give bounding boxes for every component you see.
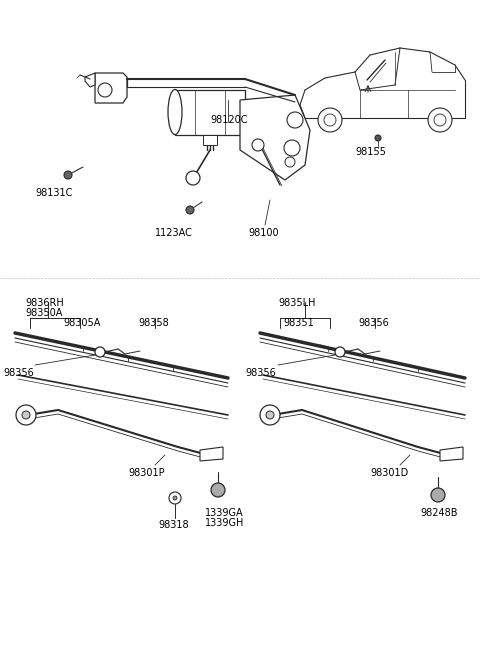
Text: 9836RH: 9836RH <box>25 298 64 308</box>
Text: 98356: 98356 <box>3 368 34 378</box>
Circle shape <box>173 496 177 500</box>
Text: 1123AC: 1123AC <box>155 228 193 238</box>
Polygon shape <box>240 95 310 180</box>
Circle shape <box>252 139 264 151</box>
Circle shape <box>285 157 295 167</box>
Text: 9835LH: 9835LH <box>278 298 315 308</box>
Text: 98305A: 98305A <box>63 318 100 328</box>
Polygon shape <box>95 73 127 103</box>
Circle shape <box>375 135 381 141</box>
Text: 98120C: 98120C <box>210 115 248 125</box>
Circle shape <box>434 114 446 126</box>
Circle shape <box>22 411 30 419</box>
Text: 98131C: 98131C <box>35 188 72 198</box>
Circle shape <box>284 140 300 156</box>
Text: 1339GH: 1339GH <box>205 518 244 528</box>
Text: 98356: 98356 <box>358 318 389 328</box>
Circle shape <box>95 347 105 357</box>
Text: 1339GA: 1339GA <box>205 508 244 518</box>
Circle shape <box>64 171 72 179</box>
Text: 98318: 98318 <box>158 520 189 530</box>
Polygon shape <box>200 447 223 461</box>
Polygon shape <box>175 90 245 135</box>
Circle shape <box>318 108 342 132</box>
Circle shape <box>431 488 445 502</box>
Circle shape <box>260 405 280 425</box>
Text: 98301P: 98301P <box>128 468 165 478</box>
Circle shape <box>324 114 336 126</box>
Circle shape <box>211 483 225 497</box>
Circle shape <box>98 83 112 97</box>
Polygon shape <box>85 73 95 87</box>
Text: 98350A: 98350A <box>25 308 62 318</box>
Circle shape <box>266 411 274 419</box>
Circle shape <box>186 171 200 185</box>
Circle shape <box>16 405 36 425</box>
Text: 98248B: 98248B <box>420 508 457 518</box>
Circle shape <box>335 347 345 357</box>
Circle shape <box>169 492 181 504</box>
Text: 98356: 98356 <box>245 368 276 378</box>
Text: 98351: 98351 <box>283 318 314 328</box>
Text: 98358: 98358 <box>138 318 169 328</box>
Text: 98155: 98155 <box>355 147 386 157</box>
Circle shape <box>287 112 303 128</box>
Text: 98301D: 98301D <box>370 468 408 478</box>
Polygon shape <box>440 447 463 461</box>
Text: 98100: 98100 <box>248 228 278 238</box>
Ellipse shape <box>168 89 182 135</box>
Circle shape <box>428 108 452 132</box>
Polygon shape <box>203 135 217 145</box>
Circle shape <box>186 206 194 214</box>
